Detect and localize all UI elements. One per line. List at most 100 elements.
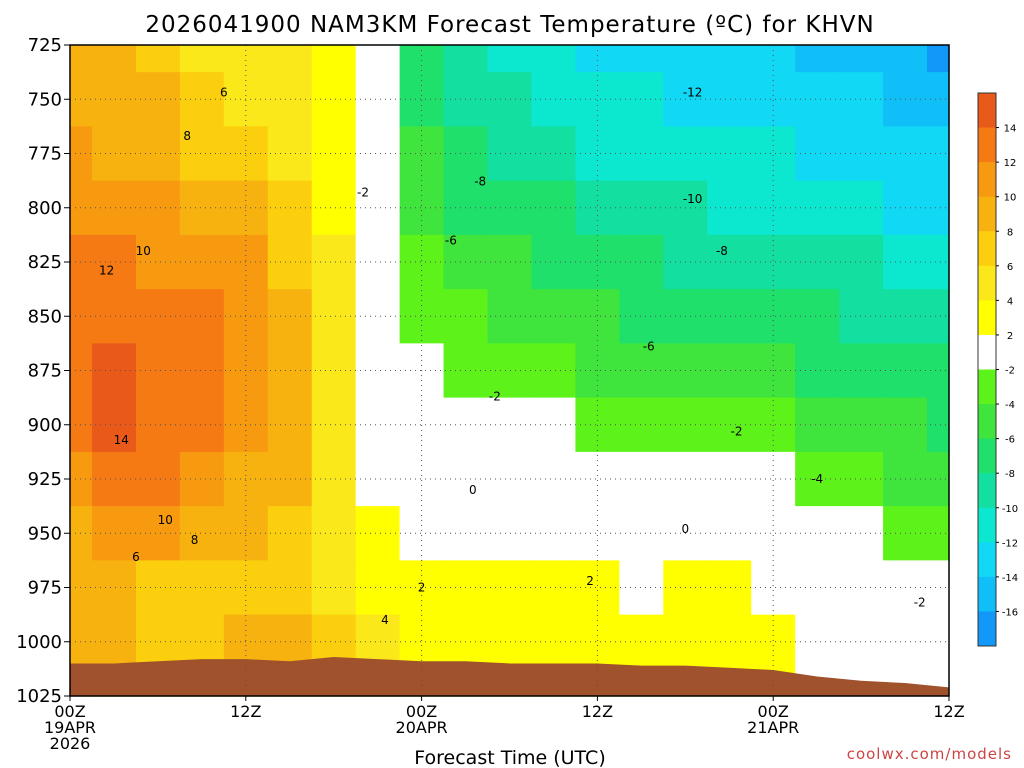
temp-cell	[619, 234, 664, 290]
y-tick-label: 725	[28, 35, 62, 56]
temp-cell	[443, 45, 489, 73]
temp-cell	[135, 180, 181, 236]
temp-cell	[91, 506, 137, 561]
temp-cell	[70, 180, 93, 236]
temp-cell	[311, 72, 357, 127]
colorbar-label: 4	[1007, 296, 1013, 307]
x-tick-label: 2026	[50, 734, 91, 753]
credit-text: coolwx.com/models	[847, 745, 1012, 763]
ground-surface	[70, 656, 949, 696]
temp-cell	[91, 180, 137, 236]
temp-cell	[795, 397, 840, 453]
temp-cell	[311, 506, 357, 561]
temp-cell	[575, 506, 620, 561]
temp-cell	[135, 289, 181, 344]
contour-label: -6	[643, 340, 655, 354]
colorbar-label: 14	[1004, 124, 1017, 135]
temperature-cells	[70, 45, 950, 697]
temp-cell	[751, 451, 796, 507]
temp-cell	[927, 397, 950, 453]
temp-cell	[707, 560, 752, 616]
contour-label: 0	[469, 483, 477, 497]
temp-cell	[927, 451, 950, 507]
x-tick-label: 12Z	[582, 702, 613, 721]
colorbar-swatch	[978, 576, 996, 612]
temp-cell	[91, 451, 137, 507]
temp-cell	[707, 72, 752, 127]
temp-cell	[179, 45, 225, 73]
temp-cell	[311, 560, 357, 616]
temp-cell	[619, 560, 664, 616]
temp-cell	[487, 45, 533, 73]
contour-label: -10	[683, 192, 703, 206]
temp-cell	[619, 72, 664, 127]
colorbar-swatch	[978, 507, 996, 543]
y-tick-label: 975	[28, 578, 62, 599]
temp-cell	[135, 45, 181, 73]
temp-cell	[311, 451, 357, 507]
temp-cell	[91, 397, 137, 453]
temp-cell	[927, 560, 950, 616]
temp-cell	[311, 289, 357, 344]
temp-cell	[91, 234, 137, 290]
temp-cell	[531, 289, 577, 344]
temp-cell	[70, 560, 93, 616]
temp-cell	[531, 234, 577, 290]
temp-cell	[399, 451, 445, 507]
colorbar-swatch	[978, 196, 996, 232]
temp-cell	[575, 451, 620, 507]
colorbar-swatch	[978, 369, 996, 405]
temp-cell	[839, 289, 884, 344]
colorbar-swatch	[978, 93, 996, 129]
temp-cell	[531, 397, 577, 453]
temp-cell	[795, 234, 840, 290]
temp-cell	[70, 72, 93, 127]
temp-cell	[355, 72, 401, 127]
temp-cell	[91, 126, 137, 182]
y-tick-label: 1025	[16, 686, 62, 707]
temp-cell	[399, 126, 445, 182]
temp-cell	[223, 45, 269, 73]
temp-cell	[927, 72, 950, 127]
temp-cell	[179, 451, 225, 507]
temp-cell	[751, 289, 796, 344]
temp-cell	[751, 180, 796, 236]
ground-area	[70, 656, 949, 696]
colorbar-swatch	[978, 473, 996, 509]
contour-label: -8	[474, 175, 486, 189]
temp-cell	[839, 343, 884, 399]
temp-cell	[399, 506, 445, 561]
contour-label: -12	[683, 86, 703, 100]
temp-cell	[795, 451, 840, 507]
contour-label: 4	[381, 613, 389, 627]
temp-cell	[707, 397, 752, 453]
temp-cell	[751, 72, 796, 127]
temp-cell	[795, 343, 840, 399]
temp-cell	[135, 397, 181, 453]
temp-cell	[179, 289, 225, 344]
temp-cell	[91, 289, 137, 344]
contour-label: 0	[681, 522, 689, 536]
temp-cell	[795, 126, 840, 182]
temp-cell	[883, 45, 928, 73]
temp-cell	[839, 126, 884, 182]
temp-cell	[751, 234, 796, 290]
temp-cell	[179, 180, 225, 236]
temp-cell	[927, 126, 950, 182]
temp-cell	[70, 234, 93, 290]
colorbar-label: -8	[1005, 469, 1015, 480]
temp-cell	[70, 126, 93, 182]
temp-cell	[927, 45, 950, 73]
contour-label: 6	[132, 550, 140, 564]
y-tick-label: 1000	[16, 632, 62, 653]
temp-cell	[707, 289, 752, 344]
temp-cell	[487, 506, 533, 561]
y-tick-label: 750	[28, 89, 62, 110]
contour-label: 10	[136, 244, 151, 258]
temp-cell	[575, 126, 620, 182]
temp-cell	[311, 343, 357, 399]
contour-label: 12	[99, 264, 114, 278]
colorbar-label: -10	[1002, 504, 1018, 515]
temp-cell	[355, 560, 401, 616]
temp-cell	[575, 180, 620, 236]
